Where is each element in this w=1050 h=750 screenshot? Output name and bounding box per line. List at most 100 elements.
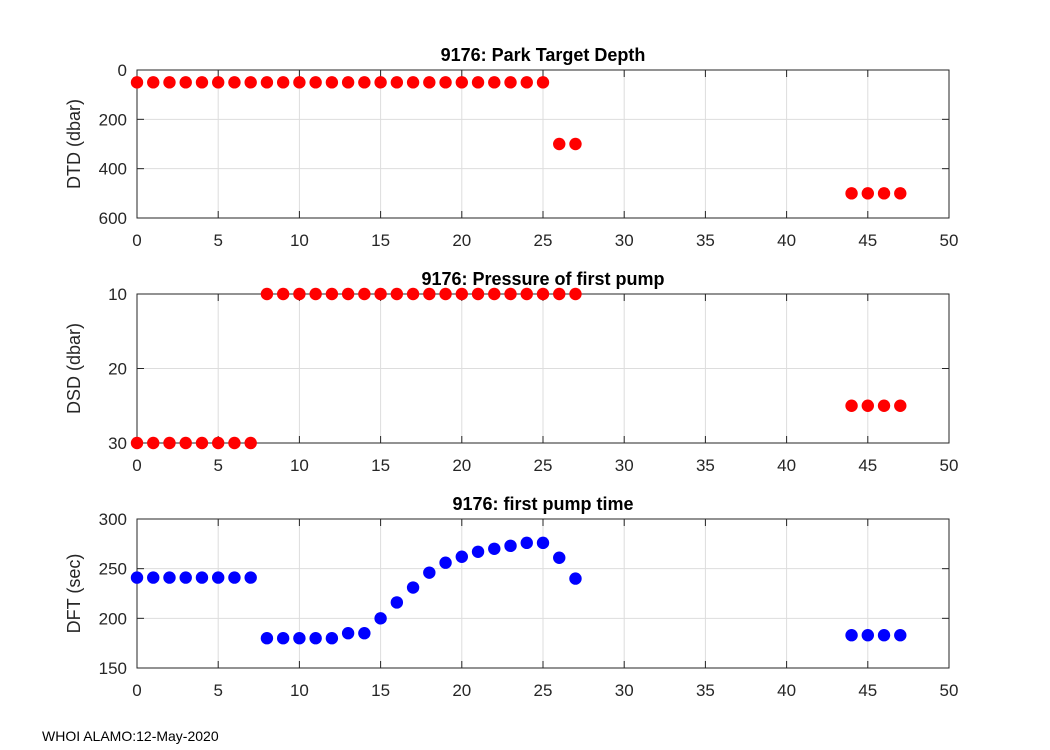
data-point	[374, 287, 387, 301]
data-point	[195, 76, 209, 89]
chart-title: 9176: Park Target Depth	[441, 45, 646, 65]
data-point	[374, 612, 387, 625]
x-tick-label: 30	[615, 456, 634, 475]
data-point	[260, 632, 274, 645]
data-point	[504, 76, 517, 89]
data-point	[877, 629, 891, 642]
x-tick-label: 25	[534, 231, 553, 250]
data-point	[390, 76, 404, 89]
data-point	[520, 287, 533, 301]
data-point	[309, 287, 322, 301]
data-point	[439, 287, 452, 301]
data-point	[569, 137, 582, 151]
data-point	[293, 287, 306, 301]
x-tick-label: 40	[777, 456, 796, 475]
data-point	[325, 76, 339, 89]
data-point	[553, 287, 566, 301]
data-point	[309, 632, 322, 645]
data-point	[861, 187, 874, 200]
y-tick-label: 10	[108, 285, 127, 304]
x-tick-label: 50	[940, 681, 959, 700]
x-tick-label: 0	[132, 681, 141, 700]
data-point	[536, 76, 550, 89]
x-tick-label: 0	[132, 231, 141, 250]
data-point	[374, 76, 387, 89]
data-point	[147, 76, 160, 89]
data-point	[163, 571, 176, 584]
data-point	[455, 287, 468, 301]
data-point	[845, 187, 858, 200]
x-tick-label: 15	[371, 456, 390, 475]
data-point	[845, 399, 858, 412]
x-tick-label: 35	[696, 456, 715, 475]
y-tick-label: 150	[99, 659, 127, 678]
data-point	[471, 76, 485, 89]
data-point	[488, 287, 501, 301]
chart-panel-1: 0 5 10 15 20 25 30 35 40 45 50 0 200 400 600 9176: Park…	[64, 45, 958, 250]
x-tick-label: 15	[371, 231, 390, 250]
x-tick-label: 45	[858, 231, 877, 250]
data-point	[569, 572, 582, 585]
data-point	[325, 632, 339, 645]
data-point	[488, 542, 501, 555]
data-point	[471, 287, 485, 301]
data-point	[553, 551, 566, 564]
data-point	[553, 137, 566, 151]
x-tick-label: 20	[452, 456, 471, 475]
data-point	[179, 571, 192, 584]
data-point	[877, 187, 891, 200]
data-point	[845, 629, 858, 642]
y-axis-label: DTD (dbar)	[64, 99, 84, 189]
data-point	[293, 76, 306, 89]
data-point	[276, 287, 290, 301]
data-point	[163, 436, 176, 450]
data-point	[212, 436, 225, 450]
data-point	[358, 627, 371, 640]
data-point	[309, 76, 322, 89]
data-point	[877, 399, 891, 412]
data-point	[358, 76, 371, 89]
y-tick-label: 250	[99, 560, 127, 579]
data-point	[163, 76, 176, 89]
data-point	[423, 566, 436, 579]
data-point	[130, 76, 144, 89]
data-point	[276, 76, 290, 89]
data-point	[130, 571, 144, 584]
data-point	[406, 76, 420, 89]
chart-title: 9176: Pressure of first pump	[421, 269, 664, 289]
x-tick-label: 0	[132, 456, 141, 475]
x-tick-label: 5	[213, 681, 222, 700]
y-tick-label: 300	[99, 510, 127, 529]
x-tick-label: 30	[615, 681, 634, 700]
data-point	[130, 436, 144, 450]
data-point	[358, 287, 371, 301]
x-tick-label: 5	[213, 231, 222, 250]
data-point	[423, 76, 436, 89]
data-point	[861, 629, 874, 642]
data-point	[147, 571, 160, 584]
footer-label: WHOI ALAMO:12-May-2020	[42, 728, 219, 744]
data-point	[179, 76, 192, 89]
data-point	[488, 76, 501, 89]
x-tick-label: 50	[940, 456, 959, 475]
x-tick-label: 45	[858, 456, 877, 475]
data-point	[439, 76, 452, 89]
data-point	[228, 571, 241, 584]
data-point	[439, 556, 452, 569]
data-point	[504, 287, 517, 301]
data-point	[455, 550, 468, 563]
x-tick-label: 30	[615, 231, 634, 250]
x-tick-label: 45	[858, 681, 877, 700]
data-point	[894, 629, 907, 642]
y-tick-label: 0	[118, 61, 127, 80]
data-point	[520, 76, 533, 89]
chart-panel-3: 0 5 10 15 20 25 30 35 40 45 50 150 200 250 300 9176: fi…	[64, 494, 958, 700]
y-axis-label: DFT (sec)	[64, 554, 84, 634]
x-tick-label: 15	[371, 681, 390, 700]
data-point	[520, 536, 533, 550]
data-point	[228, 76, 241, 89]
x-tick-label: 35	[696, 681, 715, 700]
data-point	[569, 287, 582, 301]
data-point	[894, 399, 907, 412]
